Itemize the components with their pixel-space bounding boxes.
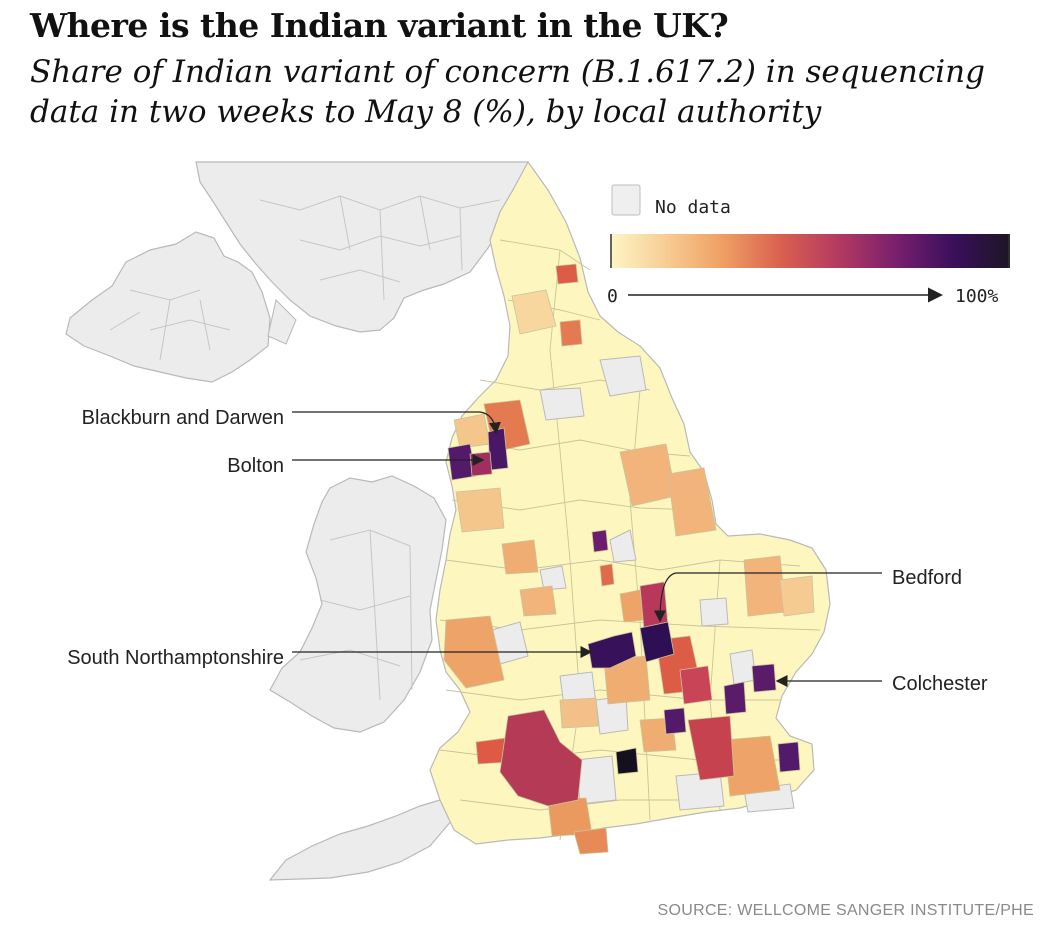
no-data-area	[599, 355, 647, 397]
callout-colchester: Colchester	[775, 673, 988, 695]
authority-mid-share	[679, 665, 713, 705]
callout-label-bedford: Bedford	[892, 567, 962, 589]
authority-low-share	[453, 413, 491, 449]
authority-mid-share	[687, 715, 735, 781]
callout-arrow-icon	[292, 411, 501, 435]
callout-arrow-icon	[654, 572, 882, 623]
authority-south-northamptonshire	[587, 631, 637, 669]
authority-low-share	[667, 467, 717, 537]
authority-colchester	[751, 663, 777, 693]
no-data-area	[539, 387, 585, 421]
authority-high-share	[777, 741, 801, 773]
authority-high-share-south-west	[499, 709, 583, 807]
no-data-area	[539, 565, 567, 591]
authority-high-share	[591, 529, 609, 553]
authority-high-share	[615, 747, 639, 775]
callout-label-south-northamptonshire: South Northamptonshire	[67, 647, 284, 669]
authority-high-share	[663, 707, 687, 735]
authority-low-share	[743, 555, 787, 617]
authority-low-share	[723, 735, 781, 797]
authority-low-share	[511, 289, 557, 335]
callout-bedford: Bedford	[654, 567, 962, 623]
chart-subtitle: Share of Indian variant of concern (B.1.…	[30, 54, 985, 130]
authority-low-share	[501, 539, 539, 575]
authority-mid-share	[555, 263, 579, 285]
no-data-swatch	[611, 184, 641, 216]
authority-low-share	[559, 697, 599, 729]
northern-ireland-region	[65, 231, 271, 383]
authority-low-share	[455, 487, 505, 533]
authority-bedford	[639, 621, 675, 663]
authority-low-share	[519, 585, 557, 617]
authority-high-share	[469, 451, 493, 477]
authority-low-share	[779, 575, 815, 617]
authority-mid-share	[559, 319, 583, 347]
map-legend: No data 0 100%	[607, 184, 1010, 307]
callout-south-northamptonshire: South Northamptonshire	[67, 646, 593, 669]
callout-bolton: Bolton	[227, 454, 485, 477]
authority-low-share	[573, 827, 609, 855]
callout-blackburn: Blackburn and Darwen	[82, 407, 501, 435]
scale-max-label: 100%	[955, 286, 999, 307]
color-scale-bar	[610, 234, 1010, 268]
authority-high-share	[723, 681, 747, 715]
no-data-area	[609, 529, 637, 563]
authority-mid-share	[599, 563, 615, 587]
no-data-area	[699, 597, 729, 627]
no-data-label: No data	[655, 197, 731, 218]
scale-min-label: 0	[607, 286, 618, 307]
callout-label-bolton: Bolton	[227, 455, 284, 477]
south-west-no-data-region	[268, 799, 453, 881]
wales-region	[269, 475, 447, 733]
source-credit: SOURCE: WELLCOME SANGER INSTITUTE/PHE	[657, 902, 1034, 919]
chart-title: Where is the Indian variant in the UK?	[30, 6, 729, 45]
callout-label-colchester: Colchester	[892, 673, 988, 695]
callout-label-blackburn: Blackburn and Darwen	[82, 407, 284, 429]
